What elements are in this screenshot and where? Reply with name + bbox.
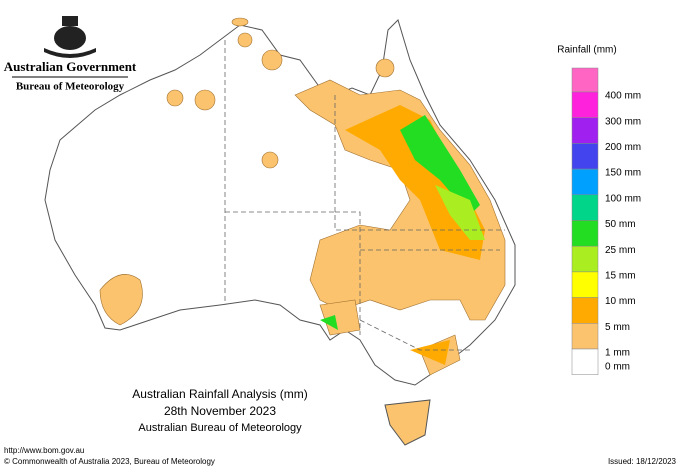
legend-label: 150 mm	[605, 168, 641, 179]
legend-box	[571, 323, 599, 350]
map-title: Australian Rainfall Analysis (mm)	[132, 387, 307, 401]
legend-box	[571, 271, 599, 298]
legend-box	[571, 117, 599, 144]
legend-box	[571, 194, 599, 221]
issued: Issued: 18/12/2023	[608, 457, 677, 466]
legend-box	[571, 245, 599, 273]
legend-top-box	[571, 67, 599, 93]
legend-label: 50 mm	[605, 219, 636, 230]
copyright: © Commonwealth of Australia 2023, Bureau…	[4, 457, 215, 466]
legend-box	[571, 220, 599, 247]
legend-box	[571, 348, 599, 375]
government: Australian Government	[4, 59, 137, 74]
legend-label: 200 mm	[605, 142, 641, 153]
legend-title: Rainfall (mm)	[557, 45, 616, 56]
legend-label: 100 mm	[605, 193, 641, 204]
bureau: Bureau of Meteorology	[16, 81, 125, 93]
legend-label: 15 mm	[605, 271, 636, 282]
legend-box	[571, 91, 599, 118]
legend-label: 5 mm	[605, 322, 630, 333]
legend-box	[571, 168, 599, 196]
legend-label: 25 mm	[605, 245, 636, 256]
url: http://www.bom.gov.au	[4, 446, 84, 455]
legend-label: 10 mm	[605, 296, 636, 307]
legend-label: 0 mm	[605, 361, 630, 372]
legend-box	[571, 297, 599, 324]
legend-label: 1 mm	[605, 348, 630, 359]
legend-label: 300 mm	[605, 116, 641, 127]
map-date: 28th November 2023	[164, 404, 276, 418]
legend: 400 mm 300 mm 200 mm 150 mm 100 mm 50 mm 25 mm…	[571, 91, 641, 375]
coat-of-arms	[44, 16, 96, 58]
legend-box	[571, 143, 599, 170]
map-agency: Australian Bureau of Meteorology	[138, 422, 302, 434]
australia-map	[44, 17, 516, 446]
legend-label: 400 mm	[605, 91, 641, 102]
